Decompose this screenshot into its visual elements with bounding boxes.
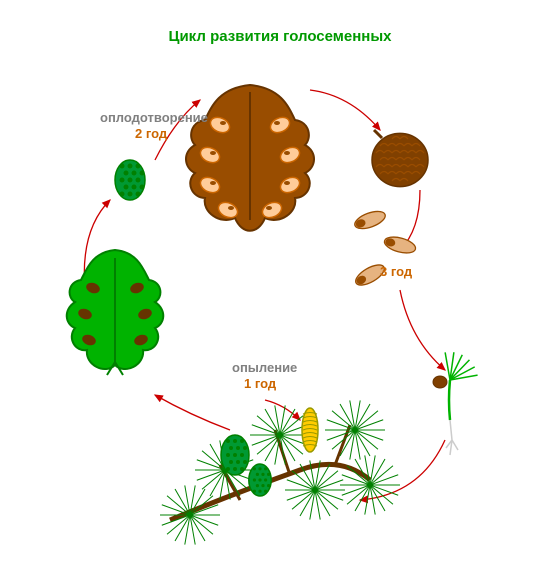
cycle-stages [67, 85, 478, 545]
label-year2: 2 год [135, 126, 167, 141]
label-pollination: опыление [232, 360, 297, 375]
label-year1: 1 год [244, 376, 276, 391]
label-fertilization: оплодотворение [100, 110, 208, 125]
diagram-canvas [0, 0, 560, 566]
label-year3: 3 год [380, 264, 412, 279]
diagram-title: Цикл развития голосеменных [169, 28, 392, 45]
